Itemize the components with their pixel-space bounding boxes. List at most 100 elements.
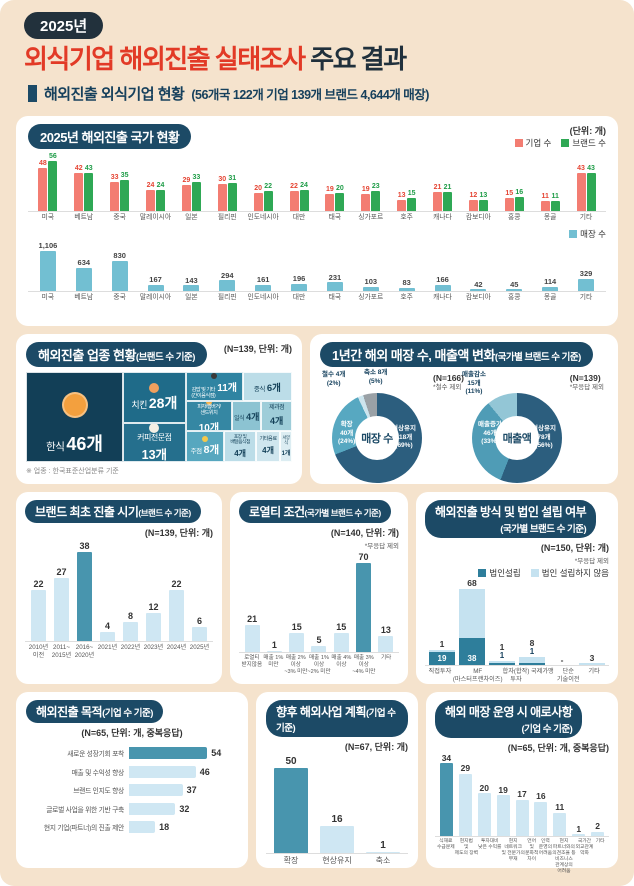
industry-sample-note: (N=139, 단위: 개) [223,344,292,355]
bar [407,197,417,212]
row-entry-royalty-method: 브랜드 최초 진출 시기(브랜드 수 기준) (N=139, 단위: 개) 22… [16,492,618,685]
category-label: 기타 [579,214,593,222]
category-row: 미국 베트남 중국 말레이시아 일본 필리핀 인도네시아 대만 태국 싱가포르 호주 캐나다 캄보디아 홍… [28,212,606,222]
industry-cell-text: 주점 8개 [191,442,219,457]
industry-value: 4개 [246,411,260,422]
category-label: 합자(합작) 투자 [502,668,530,683]
bar-value-label: 6 [196,616,202,627]
bar [244,625,260,653]
royalty-chart: 21 1 15 5 15 70 13 로열티 받지않음 매출 1% 미만 매출 2% 이상 ~3%… [239,550,399,676]
bar-value-label: 19 [326,186,334,194]
bar-group: 48 56 [30,153,66,212]
no-corp-swatch-icon [530,569,539,578]
bar-value-label: 11 [541,193,549,201]
industry-cell: 포장 및 배달음식점 4개 [224,431,257,463]
segment-no-corp [459,588,485,638]
category-row: 로열티 받지않음 매출 1% 미만 매출 2% 이상 ~3% 미만 매출 1% 이상 … [239,653,399,676]
bar [586,172,596,212]
bar-value-label: 13 [380,624,391,635]
difficulties-chart: 34 29 20 19 17 16 11 1 2 식재료 수급문제 현지법 및 제도의 장벽 투자대비… [435,754,609,875]
bars-row: 34 29 20 19 17 16 11 1 2 [435,754,609,838]
segment-no-corp [429,649,455,652]
bars-row: 50 16 1 [266,753,408,855]
industry-cell-text: 피자/햄버거/ 샌드위치 10개 [187,404,232,431]
bar [325,194,335,212]
bar-value-label: 38 [79,540,90,551]
bar-group: 29 33 [174,174,210,212]
category-label: 캐나다 [433,293,452,301]
bar-column: 20 [253,185,263,212]
industry-cell-text: 한식 46개 [46,430,103,456]
category-label: 현지 파트너와의 의견조율 등 비즈니스 관계상의 어려움 [552,839,576,875]
entry-method-chart: 1 19 68 38 1 1 8 1-3 직접투자 MF (마스터프랜차이즈) 합자(합작) 투자 국… [425,579,609,684]
bar-column: 24 [299,182,309,212]
bar-value-label: 33 [110,173,119,181]
bar [129,802,176,815]
bar-value-label: 22 [33,578,44,589]
bar [477,793,491,837]
future-plan-title: 향후 해외사업 계획(기업 수 기준) [266,700,408,738]
category-label: 2024년 [166,644,187,652]
bar [299,189,309,212]
bar [576,172,586,212]
bar [111,260,128,291]
category-label: 태국 [328,293,342,301]
bar-cell: 634 [66,259,102,291]
bar-value-label: 45 [510,279,519,289]
stores-change-donut: (N=166) *철수 제외 매장 수 현상유지 118개 (69%) 확장 40개 (… [322,369,464,485]
category-label: 캐나다 [433,214,452,222]
bar-cell: 5 [308,635,330,653]
category-label: 싱가포르 [358,214,384,222]
industry-label: 한식 [46,441,65,454]
bar-value-label: 294 [221,270,234,280]
bar-column: 33 [191,174,201,212]
bar-value-label: 23 [371,182,380,190]
purpose-label: 글로벌 사업을 위한 기반 구축 [46,806,124,814]
companies-brands-legend: 기업 수 브랜드 수 [514,137,606,149]
donut-chart: 매장 수 [332,393,422,484]
bar [289,191,299,212]
corp-legend: 법인설립 법인 설립하지 않음 [425,567,609,579]
stacked-bar: 19 [429,649,455,666]
legend-brands: 브랜드 수 [561,137,606,149]
bar-value-label: 1,106 [38,241,58,251]
industry-cell: 중식 6개 [242,372,292,401]
bar-value-label: 20 [254,185,263,193]
industry-label: 주점 [190,448,202,456]
bar-column: 48 [38,160,48,212]
bar-group: 22 24 [281,182,317,212]
industry-panel-title: 해외진출 업종 현황(브랜드 수 기준) [26,342,207,368]
bar-cell: 1 [360,840,406,854]
royalty-sub-note: *무응답 제외 [364,543,399,551]
bar-value-label: 83 [402,278,411,288]
bar-value-label: 20 [479,782,489,793]
bar-cell: 196 [281,275,317,291]
entry-timing-panel: 브랜드 최초 진출 시기(브랜드 수 기준) (N=139, 단위: 개) 22… [16,492,222,685]
bar-cell: 22 [27,578,50,642]
industry-label: 커피전문점 [137,432,172,442]
bar [333,633,349,653]
future-plan-panel: 향후 해외사업 계획(기업 수 기준) (N=67, 단위: 개) 50 16 1 확… [256,692,418,869]
category-label: 식재료 수급문제 [437,839,455,851]
bar-column: 22 [263,183,273,212]
bar-value-label: 21 [443,184,452,192]
bar-value-label: 103 [364,277,378,287]
bar-value-label: 37 [186,785,197,796]
bar-value-label: 20 [336,185,344,193]
bar-group: 43 43 [568,165,604,212]
bars-row: 22 27 38 4 8 12 22 6 [25,539,213,643]
royalty-title: 로열티 조건(국가별 브랜드 수 기준) [239,500,391,524]
category-label: 호주 [400,293,413,301]
bar-cell: 70 [352,552,374,653]
industry-cell-text: 중식 6개 [254,380,281,394]
category-label: 홍콩 [508,214,521,222]
purpose-title-paren: (기업 수 기준) [102,708,153,720]
category-label: 2021년 [97,644,118,652]
bar [146,613,161,642]
bar-column: 42 [74,165,84,212]
bar-value-label: 13 [479,191,488,199]
bar-value-label: 42 [474,279,483,289]
bar-value-label: 1 [271,639,277,650]
